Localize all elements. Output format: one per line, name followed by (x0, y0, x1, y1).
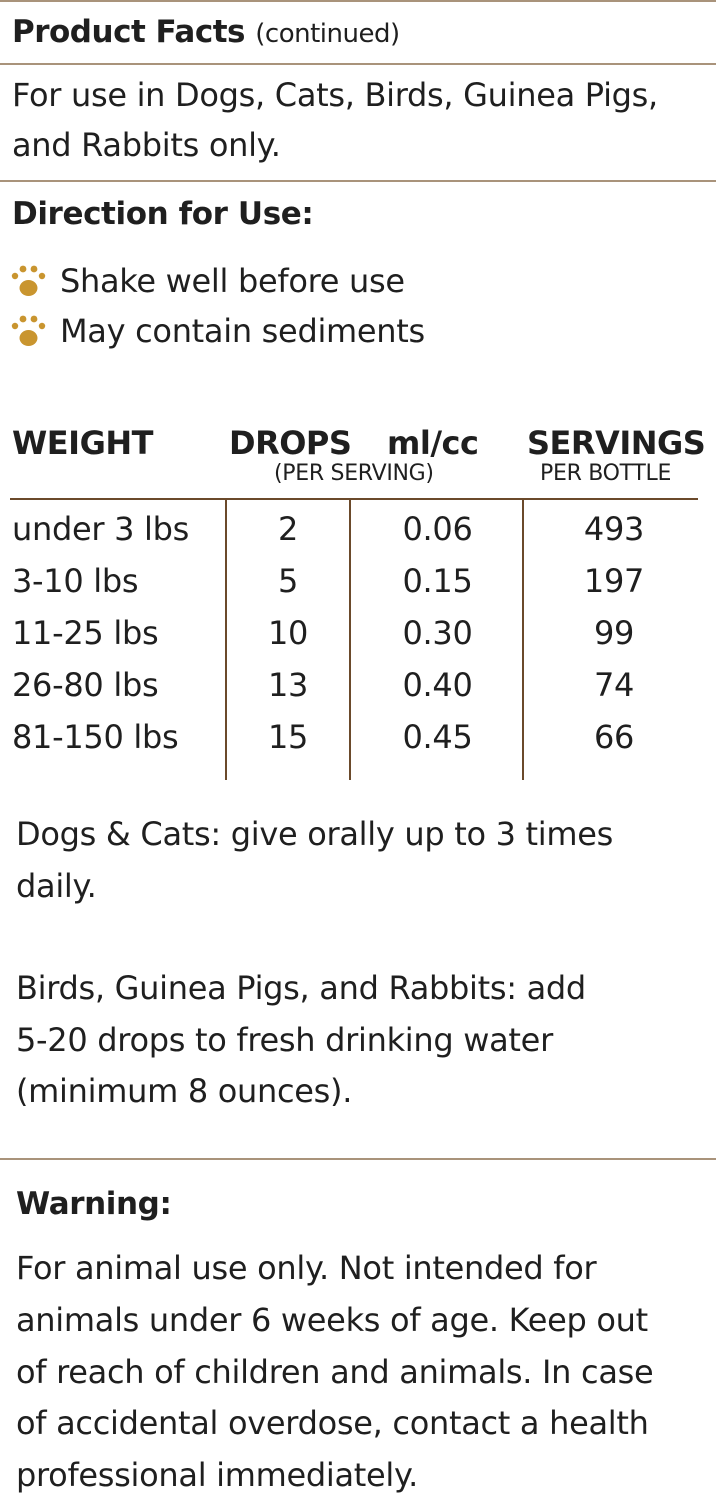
cell-ml: 0.15 (402, 562, 473, 600)
cell-servings: 493 (583, 510, 645, 548)
cell-drops: 15 (267, 718, 309, 756)
warning-line: animals under 6 weeks of age. Keep out (16, 1301, 648, 1339)
small-animals-line-3: (minimum 8 ounces). (16, 1072, 353, 1110)
direction-bullet-2: May contain sediments (60, 312, 425, 350)
cell-servings: 99 (593, 614, 635, 652)
header-per-serving: (PER SERVING) (274, 461, 434, 486)
warning-divider (0, 1158, 716, 1160)
warning-line: For animal use only. Not intended for (16, 1249, 597, 1287)
cell-weight: 26-80 lbs (12, 666, 159, 704)
header-drops: DROPS (229, 424, 352, 462)
title-divider (0, 63, 716, 65)
table-column-rule (522, 500, 524, 780)
cell-ml: 0.30 (402, 614, 473, 652)
cell-drops: 13 (267, 666, 309, 704)
dogs-cats-line-1: Dogs & Cats: give orally up to 3 times (16, 815, 614, 853)
cell-weight: 11-25 lbs (12, 614, 159, 652)
cell-drops: 2 (277, 510, 299, 548)
table-column-rule (349, 500, 351, 780)
top-divider (0, 0, 716, 2)
cell-ml: 0.40 (402, 666, 473, 704)
cell-ml: 0.45 (402, 718, 473, 756)
cell-ml: 0.06 (402, 510, 473, 548)
table-column-rule (225, 500, 227, 780)
header-servings: SERVINGS (527, 424, 706, 462)
header-per-bottle: PER BOTTLE (540, 461, 672, 486)
cell-servings: 197 (583, 562, 645, 600)
warning-line: of reach of children and animals. In cas… (16, 1353, 654, 1391)
paw-print-icon (11, 265, 46, 296)
page-title: Product Facts (continued) (12, 14, 400, 50)
warning-heading: Warning: (16, 1186, 172, 1222)
intro-line-2: and Rabbits only. (12, 126, 281, 164)
cell-weight: 3-10 lbs (12, 562, 139, 600)
cell-servings: 66 (593, 718, 635, 756)
cell-weight: 81-150 lbs (12, 718, 179, 756)
header-ml: ml/cc (387, 424, 479, 462)
cell-weight: under 3 lbs (12, 510, 189, 548)
title-text: Product Facts (12, 14, 245, 50)
warning-line: professional immediately. (16, 1456, 418, 1494)
paw-print-icon (11, 315, 46, 346)
small-animals-line-2: 5-20 drops to fresh drinking water (16, 1021, 553, 1059)
header-weight: WEIGHT (12, 424, 153, 462)
directions-heading: Direction for Use: (12, 196, 314, 232)
title-subtitle: (continued) (255, 19, 400, 49)
small-animals-line-1: Birds, Guinea Pigs, and Rabbits: add (16, 969, 586, 1007)
warning-line: of accidental overdose, contact a health (16, 1404, 649, 1442)
dogs-cats-line-2: daily. (16, 867, 97, 905)
direction-bullet-1: Shake well before use (60, 262, 405, 300)
table-header-rule (10, 498, 698, 500)
cell-servings: 74 (593, 666, 635, 704)
cell-drops: 10 (267, 614, 309, 652)
intro-divider (0, 180, 716, 182)
intro-line-1: For use in Dogs, Cats, Birds, Guinea Pig… (12, 76, 658, 114)
cell-drops: 5 (277, 562, 299, 600)
